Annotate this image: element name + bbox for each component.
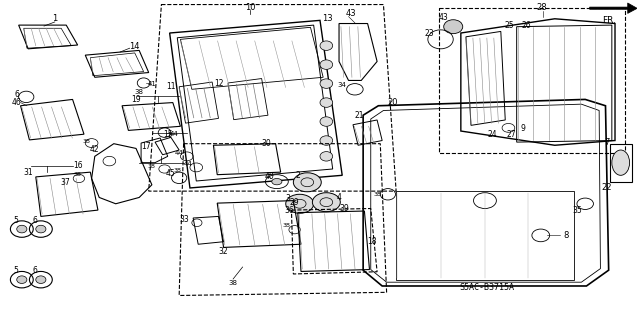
Text: 5: 5 <box>13 266 18 275</box>
Text: 22: 22 <box>602 183 612 192</box>
Text: 19: 19 <box>131 95 141 104</box>
Text: 45: 45 <box>165 169 175 178</box>
Text: 24: 24 <box>488 130 497 139</box>
Text: 31: 31 <box>23 168 33 177</box>
Text: 5: 5 <box>13 216 18 225</box>
Text: 44: 44 <box>175 150 184 156</box>
Text: S5AC-B3715A: S5AC-B3715A <box>460 283 515 292</box>
Text: 11: 11 <box>166 82 175 91</box>
Ellipse shape <box>320 152 333 161</box>
Text: 36: 36 <box>285 206 294 215</box>
Text: 20: 20 <box>388 98 398 107</box>
Text: 4: 4 <box>337 193 342 202</box>
Text: 6: 6 <box>32 266 37 275</box>
Text: 33: 33 <box>179 215 189 224</box>
Text: 42: 42 <box>90 145 100 154</box>
Text: 30: 30 <box>261 138 271 148</box>
Text: 16: 16 <box>73 161 83 170</box>
Text: 8: 8 <box>563 231 569 240</box>
Text: 40: 40 <box>264 172 274 182</box>
Text: 38: 38 <box>228 280 237 286</box>
Text: 37: 37 <box>60 178 70 187</box>
Text: FR.: FR. <box>602 16 616 25</box>
Text: 29: 29 <box>290 198 300 207</box>
Ellipse shape <box>285 194 314 213</box>
Ellipse shape <box>293 173 321 192</box>
Text: 39: 39 <box>339 204 349 213</box>
Text: 25: 25 <box>504 21 514 30</box>
Ellipse shape <box>612 150 630 175</box>
Ellipse shape <box>444 20 463 33</box>
Ellipse shape <box>272 178 282 185</box>
Text: 38: 38 <box>373 192 381 197</box>
Text: 38: 38 <box>74 172 81 177</box>
Text: 6: 6 <box>32 216 37 225</box>
Text: 38: 38 <box>148 164 156 169</box>
Text: 32: 32 <box>219 247 228 256</box>
Text: 1: 1 <box>52 14 58 23</box>
Text: 27: 27 <box>507 130 516 139</box>
Ellipse shape <box>36 225 46 233</box>
Ellipse shape <box>320 117 333 126</box>
Ellipse shape <box>17 276 27 284</box>
Bar <box>610 144 632 182</box>
Text: 46: 46 <box>12 98 22 107</box>
Ellipse shape <box>320 79 333 88</box>
Text: 3: 3 <box>286 194 291 203</box>
Text: 41: 41 <box>147 81 156 86</box>
Polygon shape <box>589 3 637 13</box>
Text: 7: 7 <box>604 137 609 147</box>
Text: 38: 38 <box>173 168 181 173</box>
Text: 15: 15 <box>163 130 173 139</box>
Text: 18: 18 <box>367 237 377 246</box>
Text: 12: 12 <box>214 79 223 88</box>
Text: 14: 14 <box>129 42 140 51</box>
Text: 9: 9 <box>520 124 525 133</box>
Ellipse shape <box>17 225 27 233</box>
Ellipse shape <box>320 98 333 107</box>
Ellipse shape <box>320 60 333 69</box>
Text: 38: 38 <box>282 223 291 228</box>
Text: 21: 21 <box>355 111 364 120</box>
Ellipse shape <box>312 193 340 212</box>
Ellipse shape <box>320 41 333 50</box>
Text: 17: 17 <box>141 142 150 151</box>
Text: 10: 10 <box>245 3 255 12</box>
Text: 28: 28 <box>537 3 547 12</box>
Text: 6: 6 <box>14 90 19 99</box>
Text: 26: 26 <box>522 21 531 30</box>
Text: 2: 2 <box>296 171 300 181</box>
Text: 38: 38 <box>134 89 144 95</box>
Text: 44: 44 <box>184 161 193 167</box>
Text: 13: 13 <box>323 14 333 23</box>
Text: 23: 23 <box>424 28 434 38</box>
Ellipse shape <box>320 136 333 145</box>
Text: 43: 43 <box>345 9 356 18</box>
Text: 34: 34 <box>338 82 347 88</box>
Text: 43: 43 <box>439 13 449 22</box>
Text: 38: 38 <box>83 139 90 144</box>
Text: 35: 35 <box>572 206 582 215</box>
Text: 44: 44 <box>170 130 179 137</box>
Ellipse shape <box>36 276 46 284</box>
